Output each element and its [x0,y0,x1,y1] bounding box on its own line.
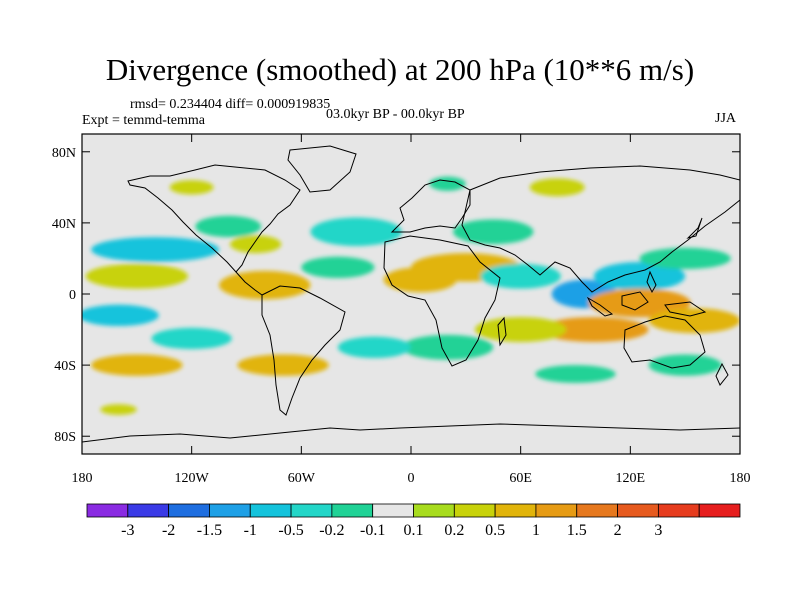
anomaly-region [169,180,214,195]
anomaly-region [91,354,183,376]
anomaly-region [529,178,585,197]
lon-tick-label: 120W [175,471,210,486]
colorbar-label: 0.5 [485,522,505,539]
anomaly-region [429,176,466,191]
coastline-borneo [621,291,649,311]
colorbar-label: -2 [162,522,175,539]
colorbar-swatch [331,503,374,518]
coastline-sumatra [586,296,614,317]
lon-tick-label: 180 [72,471,93,486]
colorbar-label: -1.5 [197,522,222,539]
colorbar-label: 1.5 [567,522,587,539]
colorbar-label: 3 [654,522,662,539]
coastline-antarctica [82,423,740,443]
anomaly-region [195,215,262,238]
colorbar-label: 2 [614,522,622,539]
colorbar-label: -1 [244,522,257,539]
coastline-central-america [235,271,263,296]
colorbar-swatch [698,503,741,518]
lat-tick-label: 40N [52,217,76,232]
anomaly-region [593,262,686,291]
colorbar-swatch [494,503,537,518]
stats-line: rmsd= 0.234404 diff= 0.000919835 [130,97,331,112]
anomaly-region [230,235,282,254]
colorbar: -3 -2 -1.5 -1 -0.5 -0.2 -0.1 0.1 0.2 0.5 1 1.5 2 3 [86,503,741,539]
colorbar-swatch [413,503,455,518]
lon-tick-label: 60E [509,471,532,486]
period-label: 03.0kyr BP - 00.0kyr BP [326,107,465,122]
map-title: Divergence (smoothed) at 200 hPa (10**6 … [105,52,695,87]
coastlines [82,145,740,443]
longitude-axis: 180 120W 60W 0 60E 120E 180 [72,134,751,486]
coastline-australia [623,315,706,369]
coastline-africa [383,235,501,367]
lat-tick-label: 80N [52,146,76,161]
colorbar-swatch [453,503,496,518]
anomaly-region [100,404,137,415]
map-plot-area [81,133,741,455]
anomaly-region [151,327,232,350]
colorbar-swatch [372,503,414,518]
lat-tick-label: 40S [54,359,76,374]
colorbar-swatch [657,503,700,518]
season-label: JJA [715,111,737,126]
lat-tick-label: 80S [54,430,76,445]
coastline-madagascar [497,316,507,347]
coastline-asia [461,165,740,293]
colorbar-label: 0.2 [444,522,464,539]
anomaly-region [639,247,731,270]
anomaly-region [301,256,375,279]
colorbar-label: 1 [532,522,540,539]
anomaly-region [91,237,220,262]
colorbar-swatch [535,503,578,518]
colorbar-swatch [86,503,129,518]
anomaly-region [82,304,159,326]
anomaly-region [337,336,412,359]
anomaly-region [538,317,649,342]
lon-tick-label: 180 [730,471,751,486]
anomaly-region [453,219,534,245]
anomaly-region [237,354,329,376]
anomaly-region [648,308,740,334]
coastline-greenland [287,145,357,193]
anomaly-region [474,317,567,342]
colorbar-swatch [127,503,170,518]
coastline-north-america [127,164,301,273]
coastline-japan [686,217,703,239]
colorbar-label: -3 [121,522,134,539]
lon-tick-label: 0 [408,471,415,486]
lon-tick-label: 60W [288,471,316,486]
colorbar-label: -0.2 [319,522,344,539]
anomaly-region [219,270,311,300]
anomaly-region [588,288,691,318]
coastline-philippines [646,270,657,294]
colorbar-label: -0.1 [360,522,385,539]
colorbar-swatch [168,503,210,518]
anomaly-region [85,263,189,289]
lat-tick-label: 0 [69,288,76,303]
anomaly-region [535,365,616,383]
anomaly-region [401,334,494,360]
colorbar-label: 0.1 [404,522,424,539]
colorbar-swatch [249,503,292,518]
colorbar-swatch [209,503,251,518]
coastline-south-america [261,285,346,416]
anomaly-region [480,263,561,289]
coastline-new-guinea [664,301,707,317]
coastline-new-zealand [715,362,729,386]
latitude-axis: 80N 40N 0 40S 80S [52,146,740,445]
anomaly-field [82,176,740,415]
colorbar-swatch [617,503,659,518]
anomaly-region [310,217,402,246]
experiment-label: Expt = temmd-temma [82,113,205,128]
colorbar-label: -0.5 [278,522,303,539]
colorbar-swatch [290,503,333,518]
anomaly-region [648,354,722,376]
lon-tick-label: 120E [616,471,646,486]
colorbar-swatch [576,503,618,518]
